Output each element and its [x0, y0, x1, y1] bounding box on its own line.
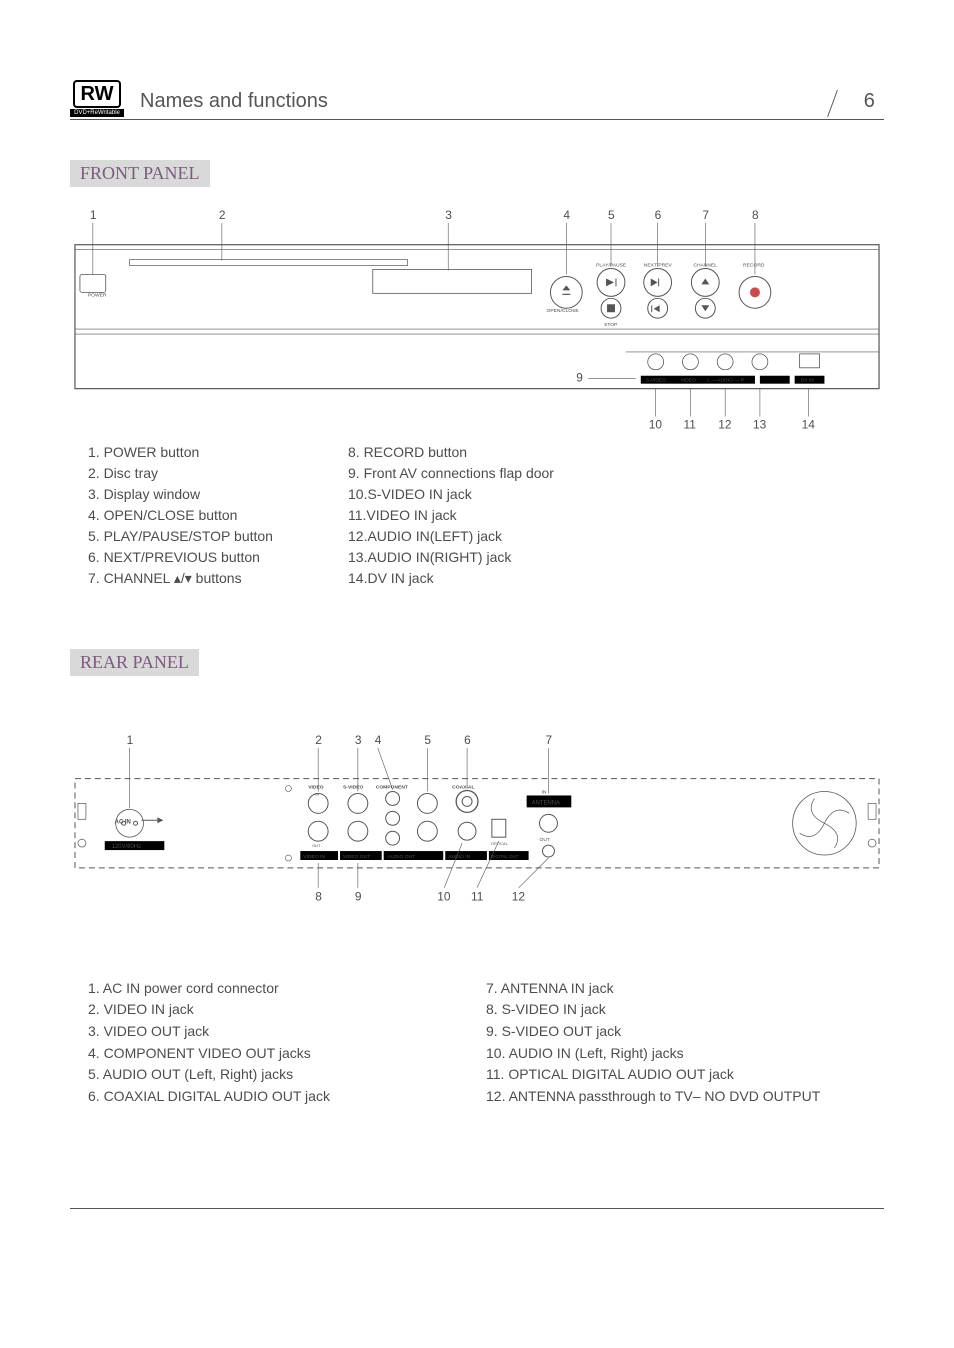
- svg-text:2: 2: [219, 208, 226, 222]
- svg-text:VIDEO OUT: VIDEO OUT: [343, 854, 370, 860]
- page-header: RW DVD+ReWritable Names and functions 6: [70, 80, 884, 120]
- svg-text:13: 13: [753, 417, 767, 431]
- rw-logo-sub: DVD+ReWritable: [70, 109, 124, 117]
- svg-text:3: 3: [445, 208, 452, 222]
- svg-text:DIGITAL OUT: DIGITAL OUT: [491, 854, 519, 859]
- svg-text:NEXT/PREV: NEXT/PREV: [644, 263, 673, 269]
- legend-item: 4. COMPONENT VIDEO OUT jacks: [88, 1043, 486, 1065]
- svg-text:VIDEO: VIDEO: [308, 785, 324, 791]
- svg-text:VIDEO: VIDEO: [680, 378, 696, 384]
- rear-panel-diagram: AC IN 120V/60Hz VIDEO IN OUT VIDEO IN S-…: [70, 724, 884, 932]
- svg-text:11: 11: [471, 890, 484, 904]
- svg-text:120V/60Hz: 120V/60Hz: [112, 844, 141, 850]
- legend-item: 11. OPTICAL DIGITAL AUDIO OUT jack: [486, 1064, 884, 1086]
- legend-item: 2. VIDEO IN jack: [88, 999, 486, 1021]
- svg-text:5: 5: [424, 733, 431, 747]
- legend-item: 7. ANTENNA IN jack: [486, 978, 884, 1000]
- legend-item: 4. OPEN/CLOSE button: [88, 505, 308, 526]
- legend-item: 5. PLAY/PAUSE/STOP button: [88, 526, 308, 547]
- legend-item: 9. S-VIDEO OUT jack: [486, 1021, 884, 1043]
- legend-item: 3. Display window: [88, 484, 308, 505]
- legend-item: 3. VIDEO OUT jack: [88, 1021, 486, 1043]
- front-panel-diagram: POWER OPEN/CLOSE PLAY/PAUSE STOP NEXT/PR…: [70, 205, 884, 463]
- svg-text:AC IN: AC IN: [115, 819, 131, 825]
- legend-item: 13.AUDIO IN(RIGHT) jack: [348, 547, 568, 568]
- svg-text:RECORD: RECORD: [743, 263, 765, 269]
- power-label: POWER: [88, 292, 107, 298]
- legend-item: 12. ANTENNA passthrough to TV– NO DVD OU…: [486, 1086, 884, 1108]
- svg-text:12: 12: [512, 890, 526, 904]
- svg-text:7: 7: [702, 208, 709, 222]
- footer-rule: [70, 1208, 884, 1209]
- svg-text:STOP: STOP: [604, 322, 618, 328]
- svg-text:OPEN/CLOSE: OPEN/CLOSE: [546, 308, 579, 314]
- legend-item: 6. COAXIAL DIGITAL AUDIO OUT jack: [88, 1086, 486, 1108]
- svg-text:9: 9: [355, 890, 362, 904]
- page-title: Names and functions: [134, 90, 832, 117]
- front-legend-col-right: 8. RECORD button 9. Front AV connections…: [348, 442, 568, 589]
- svg-text:9: 9: [576, 371, 583, 385]
- svg-text:VIDEO IN: VIDEO IN: [303, 854, 325, 860]
- svg-text:1: 1: [127, 733, 134, 747]
- svg-text:8: 8: [752, 208, 759, 222]
- front-panel-legend: 1. POWER button 2. Disc tray 3. Display …: [88, 442, 884, 589]
- svg-text:4: 4: [375, 733, 382, 747]
- svg-text:AUDIO IN: AUDIO IN: [448, 854, 470, 860]
- svg-text:5: 5: [608, 208, 615, 222]
- svg-text:3: 3: [355, 733, 362, 747]
- page-number: 6: [827, 90, 889, 117]
- svg-text:IN: IN: [315, 792, 319, 797]
- svg-text:10: 10: [649, 417, 663, 431]
- svg-text:14: 14: [802, 417, 816, 431]
- rear-legend-col-right: 7. ANTENNA IN jack 8. S-VIDEO IN jack 9.…: [486, 978, 884, 1108]
- svg-text:AUDIO OUT: AUDIO OUT: [388, 854, 416, 860]
- svg-text:L — AUDIO — R: L — AUDIO — R: [707, 378, 744, 384]
- svg-text:10: 10: [437, 890, 451, 904]
- svg-text:12: 12: [718, 417, 732, 431]
- svg-text:2: 2: [315, 733, 322, 747]
- svg-text:11: 11: [683, 417, 696, 431]
- svg-text:OUT: OUT: [312, 843, 321, 848]
- svg-text:7: 7: [545, 733, 552, 747]
- svg-text:ANTENNA: ANTENNA: [532, 800, 560, 806]
- legend-item: 1. AC IN power cord connector: [88, 978, 486, 1000]
- legend-item: 8. RECORD button: [348, 442, 568, 463]
- section-rear-panel: REAR PANEL: [70, 649, 199, 676]
- svg-text:DV IN: DV IN: [801, 378, 815, 384]
- legend-item: 8. S-VIDEO IN jack: [486, 999, 884, 1021]
- svg-text:4: 4: [563, 208, 570, 222]
- legend-item: 11.VIDEO IN jack: [348, 505, 568, 526]
- svg-text:OPTICAL: OPTICAL: [491, 841, 509, 846]
- legend-item: 10. AUDIO IN (Left, Right) jacks: [486, 1043, 884, 1065]
- svg-text:COAXIAL: COAXIAL: [452, 785, 474, 791]
- svg-text:8: 8: [315, 890, 322, 904]
- svg-text:1: 1: [90, 208, 97, 222]
- svg-text:OUT: OUT: [540, 837, 550, 843]
- legend-item: 6. NEXT/PREVIOUS button: [88, 547, 308, 568]
- svg-text:PLAY/PAUSE: PLAY/PAUSE: [596, 263, 627, 269]
- rear-legend-col-left: 1. AC IN power cord connector 2. VIDEO I…: [88, 978, 486, 1108]
- legend-item: 5. AUDIO OUT (Left, Right) jacks: [88, 1064, 486, 1086]
- legend-item: 12.AUDIO IN(LEFT) jack: [348, 526, 568, 547]
- svg-text:S-VIDEO: S-VIDEO: [343, 785, 364, 791]
- rw-logo: RW DVD+ReWritable: [70, 80, 124, 117]
- legend-item: 2. Disc tray: [88, 463, 308, 484]
- svg-text:6: 6: [464, 733, 471, 747]
- legend-item: 9. Front AV connections flap door: [348, 463, 568, 484]
- rw-logo-text: RW: [73, 80, 122, 108]
- section-front-panel: FRONT PANEL: [70, 160, 210, 187]
- svg-text:S-VIDEO: S-VIDEO: [646, 378, 667, 384]
- legend-item: 1. POWER button: [88, 442, 308, 463]
- legend-item: 7. CHANNEL ▴/▾ buttons: [88, 568, 308, 589]
- rear-panel-legend: 1. AC IN power cord connector 2. VIDEO I…: [88, 978, 884, 1108]
- svg-text:IN: IN: [542, 790, 547, 796]
- svg-text:6: 6: [655, 208, 662, 222]
- legend-item: 14.DV IN jack: [348, 568, 568, 589]
- legend-item: 10.S-VIDEO IN jack: [348, 484, 568, 505]
- front-legend-col-left: 1. POWER button 2. Disc tray 3. Display …: [88, 442, 308, 589]
